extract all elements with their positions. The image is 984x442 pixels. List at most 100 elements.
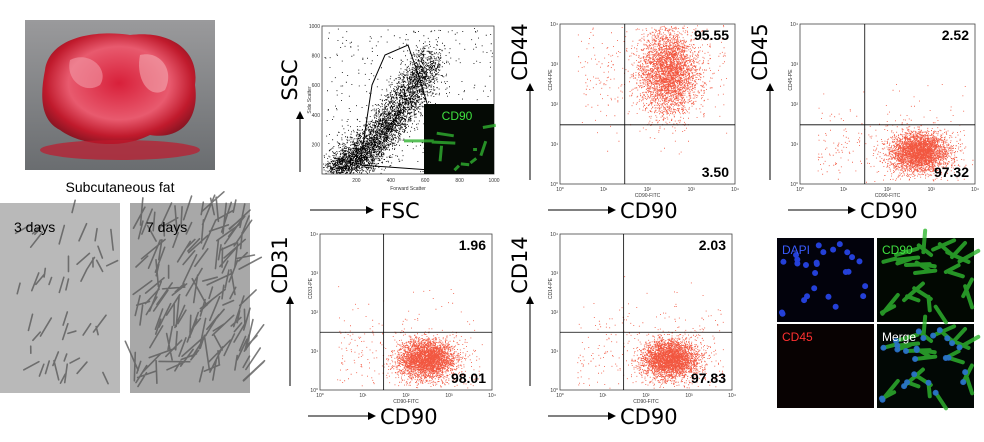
dots [337,286,483,389]
axis-label: SSC [278,59,302,100]
quadrant-percent: 1.96 [459,237,486,253]
panel-label: DAPI [782,243,810,257]
cells [403,123,497,172]
tick-label: 10⁴ [790,22,798,28]
culture-label: 7 days [146,219,187,235]
tick-label: 10⁰ [790,182,798,188]
tick-label: 10⁰ [796,187,804,193]
quadrant-percent: 98.01 [451,370,486,386]
tick-label: 10² [642,393,650,399]
quadrant-percent: 3.50 [702,164,729,180]
plot-x-title: CD90-FITC [875,193,901,199]
panel-label: CD90 [882,243,913,257]
staining-grid: DAPI CD90 CD45 Merge [777,228,981,411]
dots [577,276,724,389]
tick-label: 10¹ [600,187,608,193]
tick-label: 800 [455,178,464,184]
tick-label: 10³ [688,187,696,193]
tick-label: 10² [551,102,559,108]
tick-label: 10⁰ [550,182,558,188]
tick-label: 10⁴ [550,232,558,238]
plot-frame [799,23,976,185]
tissue-photo [25,20,215,170]
quadrant-percent: 97.32 [934,164,969,180]
tick-label: 10⁰ [550,388,558,394]
tick-label: 10² [791,102,799,108]
culture-3-days [0,199,120,393]
tick-label: 10³ [928,187,936,193]
tick-label: 10¹ [551,142,559,148]
cells [879,228,981,325]
tick-label: 10¹ [359,393,367,399]
plot-x-title: Forward Scatter [390,186,426,192]
tick-label: 10³ [445,393,453,399]
cells [124,191,266,388]
tick-label: 10⁴ [728,393,736,399]
tick-label: 800 [312,54,321,60]
tick-label: 10¹ [599,393,607,399]
plot-x-title: CD90-FITC [633,399,659,405]
tick-label: 10³ [551,271,559,277]
tick-label: 10⁴ [731,187,739,193]
tick-label: 10⁰ [316,393,324,399]
tick-label: 400 [387,178,396,184]
tick-label: 10² [644,187,652,193]
tick-label: 10³ [791,62,799,68]
plot-y-title: Side Scatter [307,86,313,114]
axis-label: CD90 [860,199,918,223]
plot-y-title: CD45-PE [788,69,794,91]
cd90-inset [424,104,494,174]
culture-label: 3 days [14,219,55,235]
tick-label: 10⁴ [971,187,979,193]
dots [577,25,728,155]
axis-label: CD90 [620,199,678,223]
axis-label: CD31 [268,236,292,294]
tick-label: 10² [884,187,892,193]
plot-y-title: CD14-PE [548,277,554,299]
axis-label: FSC [380,199,420,223]
tick-label: 10¹ [840,187,848,193]
dots [323,28,493,174]
tick-label: 600 [421,178,430,184]
panel-label: Merge [882,330,916,344]
cells [14,199,119,385]
tick-label: 1000 [309,24,320,30]
plot-x-title: CD90-FITC [393,399,419,405]
tick-label: 1000 [488,178,499,184]
tick-label: 10³ [685,393,693,399]
plot-frame [559,233,733,391]
axis-label: CD45 [748,23,772,81]
tick-label: 200 [352,178,361,184]
tick-label: 10⁰ [556,187,564,193]
quadrant-percent: 95.55 [694,27,729,43]
axis-label: CD90 [620,405,678,429]
panel-label: CD45 [782,330,813,344]
inset-label: CD90 [442,109,473,123]
plot-y-title: CD44-PE [548,69,554,91]
tick-label: 10¹ [791,142,799,148]
plot-x-title: CD90-FITC [635,193,661,199]
tick-label: 10⁴ [310,232,318,238]
tick-label: 10² [311,310,319,316]
plot-frame [559,23,736,185]
tick-label: 10⁴ [488,393,496,399]
tick-label: 400 [312,113,321,119]
quadrant-percent: 2.03 [699,237,726,253]
tick-label: 10⁰ [310,388,318,394]
quadrant-percent: 2.52 [942,27,969,43]
axis-label: CD14 [508,236,532,294]
culture-7-days [124,191,266,393]
tick-label: 10⁴ [550,22,558,28]
quadrant-percent: 97.83 [691,370,726,386]
plot-y-title: CD31-PE [308,277,314,299]
tick-label: 10³ [311,271,319,277]
tick-label: 10² [402,393,410,399]
tissue-label: Subcutaneous fat [66,179,175,195]
tick-label: 10¹ [311,349,319,355]
tick-label: 10¹ [551,349,559,355]
